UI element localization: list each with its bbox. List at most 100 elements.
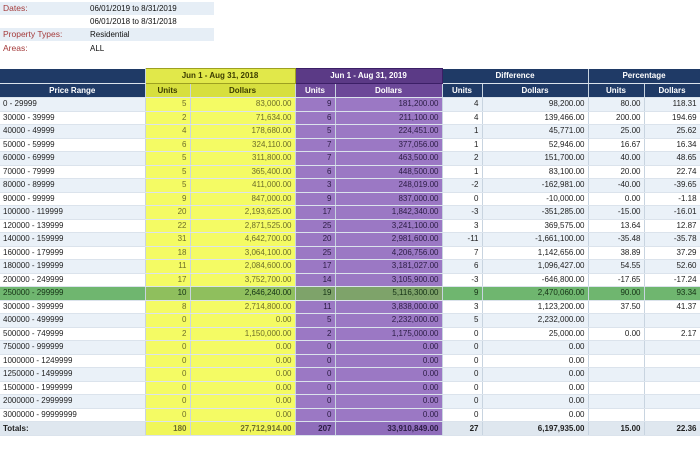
cell-dollars-pct: 48.65 <box>644 151 700 166</box>
cell-dollars-2019: 2,232,000.00 <box>335 313 443 328</box>
cell-dollars-2019: 0.00 <box>335 381 443 395</box>
cell-units-2018: 0 <box>145 394 191 409</box>
cell-dollars-diff: 151,700.00 <box>482 151 589 166</box>
table-body: 0 - 29999 5 83,000.00 9 181,200.00 4 98,200.00… <box>0 97 700 422</box>
cell-dollars-2019: 224,451.00 <box>335 124 443 139</box>
cell-units-2019: 3 <box>295 178 336 193</box>
cell-dollars-2018: 2,084,600.00 <box>190 259 296 274</box>
cell-price-range: 250000 - 299999 <box>0 286 146 301</box>
cell-dollars-diff: 52,946.00 <box>482 138 589 152</box>
cell-dollars-diff: 98,200.00 <box>482 97 589 112</box>
cell-dollars-pct <box>644 367 700 382</box>
cell-units-diff: 5 <box>442 313 483 328</box>
cell-units-2019: 17 <box>295 259 336 274</box>
column-header-units-2019: Units <box>295 83 336 98</box>
cell-units-diff: 3 <box>442 300 483 314</box>
table-row: 1250000 - 1499999 0 0.00 0 0.00 0 0.00 <box>0 367 700 382</box>
cell-units-2019: 25 <box>295 219 336 233</box>
cell-dollars-2018: 3,752,700.00 <box>190 273 296 287</box>
table-row: 80000 - 89999 5 411,000.00 3 248,019.00 -2 -16… <box>0 178 700 193</box>
filter-label: Dates: <box>3 3 28 13</box>
cell-units-diff: 0 <box>442 340 483 355</box>
totals-units-2019: 207 <box>295 421 336 436</box>
totals-label: Totals: <box>0 421 146 436</box>
table-row: 120000 - 139999 22 2,871,525.00 25 3,241,100… <box>0 219 700 233</box>
table-row: 250000 - 299999 10 2,646,240.00 19 5,116,300… <box>0 286 700 301</box>
cell-dollars-pct <box>644 394 700 409</box>
cell-units-2018: 4 <box>145 124 191 139</box>
cell-dollars-diff: -351,285.00 <box>482 205 589 220</box>
cell-dollars-pct: 194.69 <box>644 111 700 125</box>
cell-units-2018: 17 <box>145 273 191 287</box>
totals-row: Totals: 180 27,712,914.00 207 33,910,849… <box>0 421 700 436</box>
cell-units-2019: 9 <box>295 192 336 206</box>
cell-dollars-diff: 2,232,000.00 <box>482 313 589 328</box>
cell-dollars-pct: -16.01 <box>644 205 700 220</box>
table-row: 100000 - 119999 20 2,193,625.00 17 1,842,340… <box>0 205 700 220</box>
cell-units-2018: 0 <box>145 340 191 355</box>
cell-units-2018: 0 <box>145 408 191 422</box>
cell-units-2018: 20 <box>145 205 191 220</box>
cell-units-diff: 7 <box>442 246 483 260</box>
cell-units-diff: 0 <box>442 394 483 409</box>
cell-price-range: 500000 - 749999 <box>0 327 146 341</box>
cell-units-2019: 2 <box>295 327 336 341</box>
table-row: 60000 - 69999 5 311,800.00 7 463,500.00 2 151,… <box>0 151 700 166</box>
group-header-difference: Difference <box>442 68 589 84</box>
cell-dollars-2019: 4,206,756.00 <box>335 246 443 260</box>
cell-dollars-pct: 22.74 <box>644 165 700 179</box>
cell-units-pct: 20.00 <box>588 165 645 179</box>
cell-units-pct: 13.64 <box>588 219 645 233</box>
group-header-percentage: Percentage <box>588 68 700 84</box>
filter-label: Property Types: <box>3 29 63 39</box>
table-row: 1500000 - 1999999 0 0.00 0 0.00 0 0.00 <box>0 381 700 395</box>
cell-dollars-2019: 3,241,100.00 <box>335 219 443 233</box>
cell-price-range: 100000 - 119999 <box>0 205 146 220</box>
table-row: 2000000 - 2999999 0 0.00 0 0.00 0 0.00 <box>0 394 700 409</box>
cell-price-range: 80000 - 89999 <box>0 178 146 193</box>
cell-units-2019: 20 <box>295 232 336 247</box>
cell-price-range: 180000 - 199999 <box>0 259 146 274</box>
cell-dollars-2018: 0.00 <box>190 394 296 409</box>
cell-price-range: 120000 - 139999 <box>0 219 146 233</box>
table-row: 0 - 29999 5 83,000.00 9 181,200.00 4 98,200.00… <box>0 97 700 112</box>
filter-band <box>0 2 214 15</box>
cell-dollars-pct: 25.62 <box>644 124 700 139</box>
cell-units-2018: 9 <box>145 192 191 206</box>
table-row: 70000 - 79999 5 365,400.00 6 448,500.00 1 83,1… <box>0 165 700 179</box>
cell-dollars-pct: 93.34 <box>644 286 700 301</box>
totals-dollars-2019: 33,910,849.00 <box>335 421 443 436</box>
cell-dollars-pct: 12.87 <box>644 219 700 233</box>
cell-units-pct: 90.00 <box>588 286 645 301</box>
cell-dollars-2019: 2,981,600.00 <box>335 232 443 247</box>
cell-dollars-pct <box>644 354 700 368</box>
cell-units-diff: 4 <box>442 111 483 125</box>
cell-dollars-diff: 1,096,427.00 <box>482 259 589 274</box>
cell-units-2018: 5 <box>145 97 191 112</box>
cell-units-2019: 6 <box>295 165 336 179</box>
cell-price-range: 40000 - 49999 <box>0 124 146 139</box>
column-header-dollars-2018: Dollars <box>190 83 296 98</box>
column-header-dollars-pct: Dollars <box>644 83 700 98</box>
cell-units-diff: 0 <box>442 354 483 368</box>
cell-units-pct: 37.50 <box>588 300 645 314</box>
cell-units-2018: 18 <box>145 246 191 260</box>
totals-units-pct: 15.00 <box>588 421 645 436</box>
cell-dollars-pct <box>644 340 700 355</box>
cell-units-2018: 2 <box>145 111 191 125</box>
table-row: 40000 - 49999 4 178,680.00 5 224,451.00 1 45,7… <box>0 124 700 139</box>
table-row: 400000 - 499999 0 0.00 5 2,232,000.00 5 2,232,… <box>0 313 700 328</box>
column-header-row: Price Range Units Dollars Units Dollars … <box>0 83 700 98</box>
cell-dollars-2018: 2,871,525.00 <box>190 219 296 233</box>
cell-dollars-2018: 0.00 <box>190 408 296 422</box>
group-header-row: Jun 1 - Aug 31, 2018 Jun 1 - Aug 31, 201… <box>0 68 700 84</box>
cell-units-2019: 0 <box>295 408 336 422</box>
cell-dollars-2018: 311,800.00 <box>190 151 296 166</box>
cell-units-diff: -2 <box>442 178 483 193</box>
cell-units-diff: -3 <box>442 273 483 287</box>
cell-dollars-pct: 118.31 <box>644 97 700 112</box>
cell-dollars-2018: 0.00 <box>190 381 296 395</box>
cell-dollars-pct: -35.78 <box>644 232 700 247</box>
cell-dollars-pct: -39.65 <box>644 178 700 193</box>
cell-dollars-pct: 2.17 <box>644 327 700 341</box>
